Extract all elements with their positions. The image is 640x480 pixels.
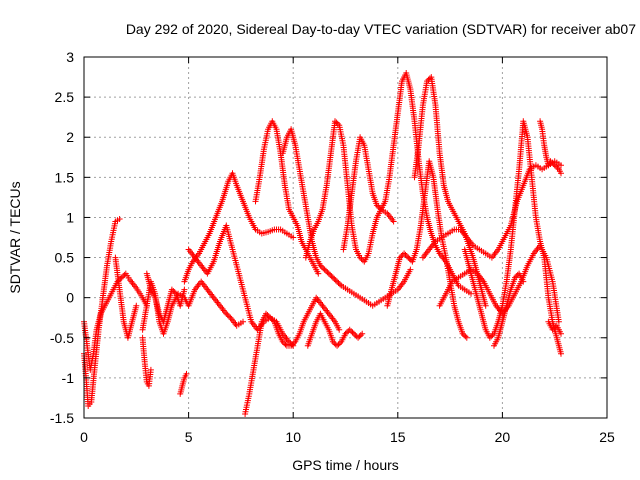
satellite-track-8 <box>181 170 297 285</box>
x-tick-label: 20 <box>495 429 511 445</box>
satellite-track-20 <box>461 118 564 357</box>
point-markers <box>537 118 564 177</box>
satellite-track-14 <box>304 310 366 349</box>
satellite-track-6 <box>177 370 190 397</box>
point-markers <box>181 170 297 285</box>
x-tick-label: 10 <box>285 429 301 445</box>
x-tick-label: 15 <box>390 429 406 445</box>
y-tick-label: -1 <box>62 370 75 386</box>
satellite-track-21 <box>491 270 527 349</box>
point-markers <box>491 270 527 349</box>
satellite-track-23 <box>545 318 564 337</box>
point-markers <box>177 370 190 397</box>
point-markers <box>81 270 150 373</box>
y-tick-label: 2 <box>66 129 74 145</box>
point-markers <box>304 310 366 349</box>
point-markers <box>461 118 564 357</box>
chart-title: Day 292 of 2020, Sidereal Day-to-day VTE… <box>126 21 636 37</box>
y-tick-label: 1.5 <box>55 169 75 185</box>
satellite-track-22 <box>537 118 564 177</box>
point-markers <box>112 254 140 341</box>
y-tick-label: 3 <box>66 49 74 65</box>
y-axis-label: SDTVAR / TECUs <box>7 181 23 293</box>
point-markers <box>384 158 470 341</box>
point-markers <box>340 70 474 297</box>
satellite-track-15 <box>340 70 474 297</box>
x-axis-label: GPS time / hours <box>292 457 399 473</box>
y-tick-label: 2.5 <box>55 89 75 105</box>
point-markers <box>139 334 154 389</box>
satellite-track-2 <box>81 270 150 373</box>
point-markers <box>242 294 343 417</box>
satellite-track-16 <box>384 158 470 341</box>
satellite-track-5 <box>139 334 154 389</box>
plot-frame <box>83 56 608 419</box>
point-markers <box>143 270 188 325</box>
x-tick-label: 0 <box>80 429 88 445</box>
satellite-track-7 <box>143 270 188 325</box>
data-series <box>81 70 564 417</box>
x-tick-label: 25 <box>599 429 615 445</box>
x-tick-label: 5 <box>185 429 193 445</box>
y-tick-label: -1.5 <box>50 410 74 426</box>
y-tick-label: 1 <box>66 209 74 225</box>
y-tick-label: 0.5 <box>55 250 75 266</box>
axes: 0 5 10 15 20 25 -1.5 -1 -0.5 0 0.5 1 1.5 2 2.5 3 <box>50 49 615 445</box>
point-markers <box>545 318 564 337</box>
y-tick-label: 0 <box>66 290 74 306</box>
satellite-track-10 <box>242 294 343 417</box>
satellite-track-3 <box>112 254 140 341</box>
y-tick-label: -0.5 <box>50 330 74 346</box>
